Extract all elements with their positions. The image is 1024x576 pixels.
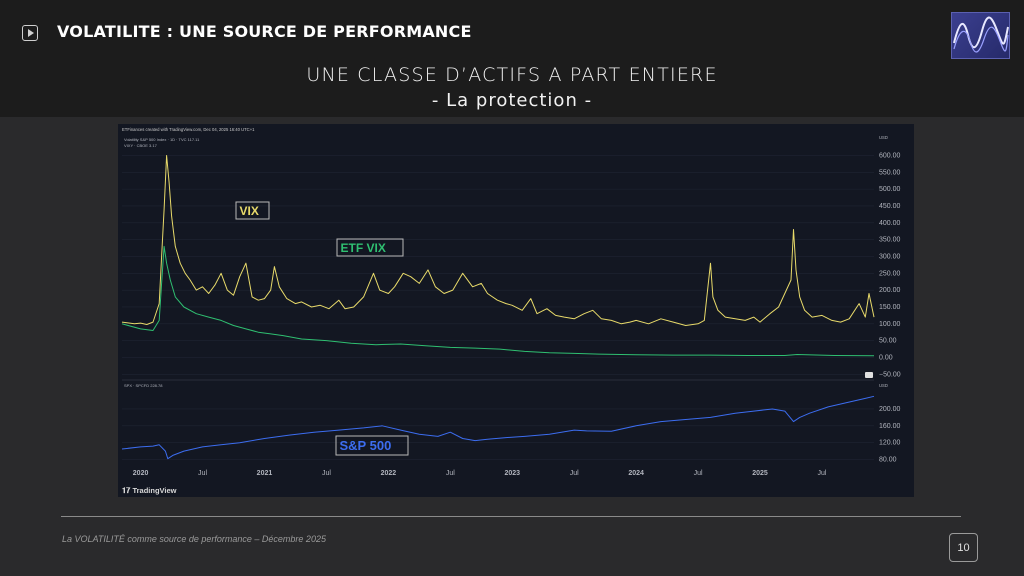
tradingview-chart[interactable]: ETFinances created with TradingView.com,… bbox=[118, 124, 914, 497]
legend-vix: Volatility S&P 500 Index · 1D · TVC 117.… bbox=[124, 137, 200, 142]
x-axis: 2020 Jul 2021 Jul 2022 Jul 2023 Jul 2024 Jul 2025 J… bbox=[133, 470, 827, 477]
y-tick-label: 400.00 bbox=[879, 220, 901, 227]
deck-title: VOLATILITE : UNE SOURCE DE PERFORMANCE bbox=[57, 22, 472, 41]
y-tick-label: 600.00 bbox=[879, 152, 901, 159]
currency-top: USD bbox=[879, 135, 888, 140]
y-tick-label: 160.00 bbox=[879, 423, 901, 430]
series-line-s-p-500 bbox=[121, 395, 875, 460]
tradingview-brand: 𝟏𝟕 TradingView bbox=[122, 486, 177, 495]
x-tick-label: Jul bbox=[694, 470, 703, 477]
y-tick-label: 120.00 bbox=[879, 440, 901, 447]
legend-spx: SPX · SPCFD 228.78 bbox=[124, 383, 163, 388]
chart-background bbox=[118, 124, 914, 497]
y-tick-label: 200.00 bbox=[879, 287, 901, 294]
vix-series bbox=[121, 155, 875, 326]
y-tick-label: 450.00 bbox=[879, 203, 901, 210]
y-tick-label: 0.00 bbox=[879, 354, 893, 361]
x-tick-label: 2022 bbox=[381, 470, 397, 477]
logo bbox=[951, 12, 1010, 59]
y-tick-label: 550.00 bbox=[879, 169, 901, 176]
x-tick-label: 2020 bbox=[133, 470, 149, 477]
spx-annotation: S&P 500 bbox=[340, 438, 392, 453]
logo-wave-icon bbox=[953, 16, 1009, 53]
x-tick-label: Jul bbox=[322, 470, 331, 477]
y-tick-label: 300.00 bbox=[879, 253, 901, 260]
vix-annotation-box bbox=[235, 201, 270, 220]
y-axis-top: 600.00 550.00 500.00 450.00 400.00 350.00 300.… bbox=[879, 152, 901, 378]
x-tick-label: Jul bbox=[446, 470, 455, 477]
footer-rule bbox=[61, 516, 961, 517]
y-tick-label: −50.00 bbox=[879, 371, 901, 378]
header-band bbox=[0, 0, 1024, 117]
y-axis-bottom: 200.00 160.00 120.00 80.00 bbox=[879, 406, 901, 464]
source-line: ETFinances created with TradingView.com,… bbox=[122, 127, 255, 132]
series-line-vix bbox=[121, 155, 875, 326]
chart-svg[interactable]: ETFinances created with TradingView.com,… bbox=[118, 124, 914, 497]
flag-icon bbox=[865, 372, 873, 378]
x-tick-label: Jul bbox=[570, 470, 579, 477]
y-tick-label: 100.00 bbox=[879, 321, 901, 328]
vix-annotation: VIX bbox=[240, 204, 259, 218]
etf-annotation-box bbox=[336, 238, 404, 257]
y-tick-label: 150.00 bbox=[879, 304, 901, 311]
x-tick-label: 2024 bbox=[628, 470, 644, 477]
footer-caption: La VOLATILITÉ comme source de performanc… bbox=[62, 534, 326, 544]
y-tick-label: 50.00 bbox=[879, 338, 897, 345]
page-number: 10 bbox=[949, 533, 978, 562]
etf-annotation: ETF VIX bbox=[341, 241, 386, 255]
y-tick-label: 500.00 bbox=[879, 186, 901, 193]
play-icon[interactable] bbox=[22, 25, 38, 41]
y-tick-label: 200.00 bbox=[879, 406, 901, 413]
spx-annotation-box bbox=[335, 435, 409, 456]
spx-series bbox=[121, 395, 875, 460]
x-tick-label: Jul bbox=[817, 470, 826, 477]
slide-title: UNE CLASSE D’ACTIFS A PART ENTIERE bbox=[306, 64, 718, 86]
x-tick-label: Jul bbox=[198, 470, 207, 477]
x-tick-label: 2021 bbox=[257, 470, 273, 477]
y-tick-label: 80.00 bbox=[879, 457, 897, 464]
slide-subtitle: - La protection - bbox=[431, 90, 593, 111]
y-tick-label: 250.00 bbox=[879, 270, 901, 277]
x-tick-label: 2025 bbox=[752, 470, 768, 477]
legend-etf: VIXY · CBOE 3.17 bbox=[124, 143, 158, 148]
currency-bottom: USD bbox=[879, 383, 888, 388]
y-tick-label: 350.00 bbox=[879, 237, 901, 244]
etf-series bbox=[121, 245, 875, 357]
x-tick-label: 2023 bbox=[504, 470, 520, 477]
series-line-etf-vix bbox=[121, 245, 875, 357]
